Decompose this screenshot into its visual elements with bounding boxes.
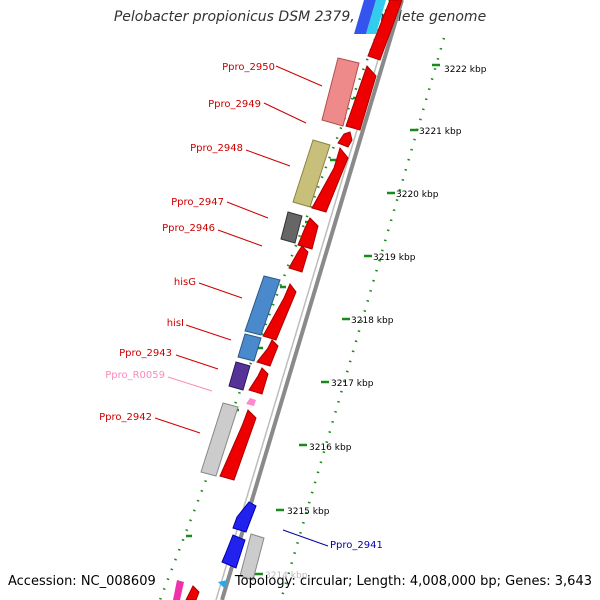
gene-arrows[interactable]	[185, 0, 403, 600]
outer-ruler-ticks	[255, 63, 440, 576]
tick-label-3220: 3220 kbp	[396, 190, 439, 200]
gene-arrow-ppro-2950[interactable]	[345, 65, 377, 131]
gene-label-ppro-r0059[interactable]: Ppro_R0059	[105, 370, 165, 381]
gene-label-ppro-2947[interactable]: Ppro_2947	[171, 197, 224, 208]
callout-lines	[154, 65, 329, 547]
accession-label: Accession: NC_008609	[8, 574, 156, 589]
gene-arrow-ppro-2947[interactable]	[297, 217, 319, 250]
tick-label-3216: 3216 kbp	[309, 443, 352, 453]
gene-arrow-hisi[interactable]	[256, 339, 279, 367]
gene-arrow-ppro-2942[interactable]	[219, 409, 257, 481]
gene-arrow-ppro-2941[interactable]	[232, 501, 257, 533]
tick-label-3214: 3214 kbp	[265, 571, 308, 581]
gene-label-ppro-2942[interactable]: Ppro_2942	[99, 412, 152, 423]
gene-label-ppro-2946[interactable]: Ppro_2946	[162, 223, 215, 234]
gene-arrow-ppro-2940[interactable]	[221, 534, 246, 569]
gene-arrow-top[interactable]	[367, 0, 403, 61]
tick-label-3222: 3222 kbp	[444, 65, 487, 75]
gene-label-ppro-2941[interactable]: Ppro_2941	[330, 540, 383, 551]
gene-arrow-hisg[interactable]	[262, 283, 297, 341]
gene-arrow-ppro-2948[interactable]	[311, 146, 349, 213]
tick-label-3217: 3217 kbp	[331, 379, 374, 389]
gene-label-ppro-2950[interactable]: Ppro_2950	[222, 62, 275, 73]
gene-arrow-small-cyan[interactable]	[218, 580, 228, 588]
gene-label-ppro-2948[interactable]: Ppro_2948	[190, 143, 243, 154]
gene-arrow-ppro-2943[interactable]	[248, 367, 269, 395]
gene-arrow-ppro-2946[interactable]	[288, 245, 309, 273]
gene-arrow-ppro-r0059[interactable]	[246, 398, 256, 406]
gene-label-hisi[interactable]: hisI	[167, 318, 184, 329]
inner-ruler	[158, 0, 392, 600]
cog-boxes	[173, 0, 386, 600]
backbone-line	[220, 0, 404, 600]
genome-summary: Topology: circular; Length: 4,008,000 bp…	[234, 574, 592, 589]
tick-label-3218: 3218 kbp	[351, 316, 394, 326]
gene-arrow-ppro-2949[interactable]	[337, 131, 353, 148]
gene-label-ppro-2943[interactable]: Ppro_2943	[119, 348, 172, 359]
gene-arrow-bottom[interactable]	[185, 585, 200, 600]
gene-label-ppro-2949[interactable]: Ppro_2949	[208, 99, 261, 110]
tick-label-3221: 3221 kbp	[419, 127, 462, 137]
tick-label-3215: 3215 kbp	[287, 507, 330, 517]
tick-label-3219: 3219 kbp	[373, 253, 416, 263]
gene-label-hisg[interactable]: hisG	[174, 277, 196, 288]
